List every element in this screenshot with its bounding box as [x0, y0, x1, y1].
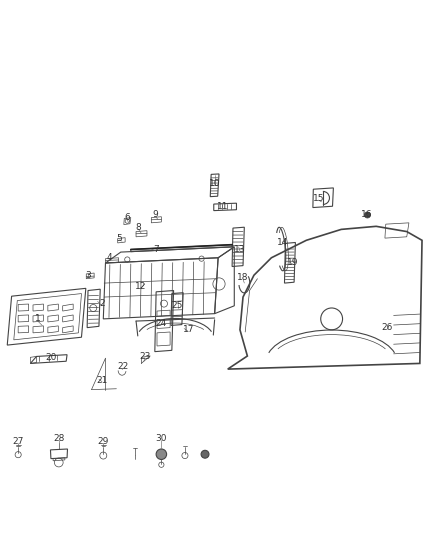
Text: 3: 3: [85, 271, 91, 280]
Text: 7: 7: [153, 245, 159, 254]
Text: 8: 8: [135, 223, 141, 232]
Text: 23: 23: [139, 351, 151, 360]
Text: 10: 10: [209, 179, 220, 188]
Text: 16: 16: [361, 209, 372, 219]
Text: 15: 15: [313, 194, 324, 203]
Text: 12: 12: [135, 281, 146, 290]
Text: 9: 9: [153, 211, 159, 220]
Text: 24: 24: [156, 319, 167, 328]
Text: 27: 27: [12, 437, 24, 446]
Polygon shape: [131, 245, 232, 252]
Text: 21: 21: [96, 376, 108, 384]
Text: 17: 17: [183, 325, 194, 334]
Text: 30: 30: [155, 433, 167, 442]
Text: 4: 4: [106, 253, 112, 262]
Text: 20: 20: [45, 353, 57, 362]
Text: 14: 14: [277, 238, 288, 247]
Text: 25: 25: [172, 301, 183, 310]
Text: 19: 19: [286, 257, 298, 266]
Text: 13: 13: [234, 245, 246, 254]
Circle shape: [201, 450, 209, 458]
Text: 18: 18: [237, 273, 249, 282]
Text: 11: 11: [217, 202, 228, 211]
Text: 28: 28: [53, 433, 64, 442]
Text: 29: 29: [98, 437, 109, 446]
Text: 2: 2: [99, 299, 105, 308]
Text: 26: 26: [381, 323, 393, 332]
Text: 6: 6: [124, 213, 130, 222]
Text: 5: 5: [117, 233, 122, 243]
Text: 1: 1: [35, 314, 41, 324]
Circle shape: [156, 449, 166, 459]
Circle shape: [364, 212, 371, 218]
Text: 22: 22: [117, 362, 129, 372]
